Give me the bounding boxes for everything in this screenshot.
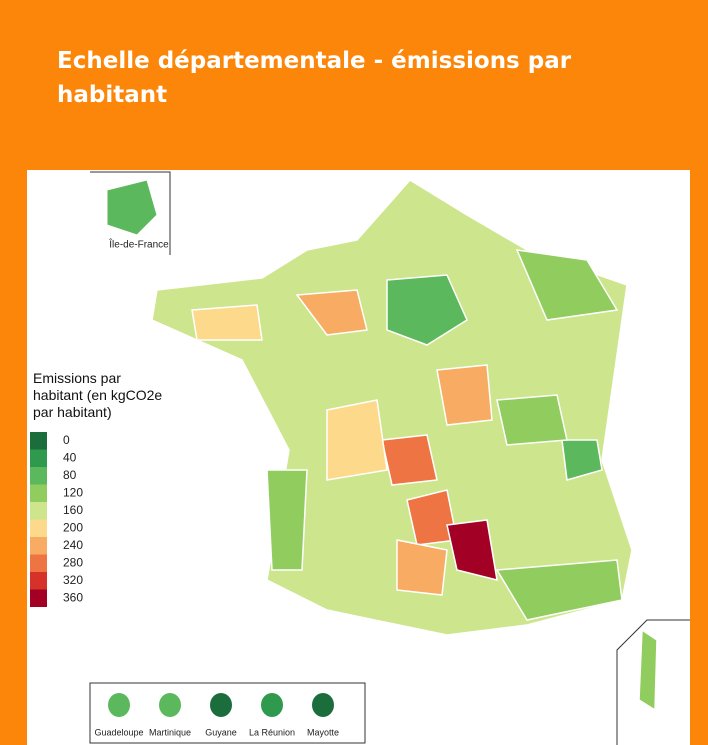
legend-swatch (30, 467, 47, 485)
inset-label: Île-de-France (108, 238, 169, 251)
overseas-frame (89, 682, 366, 744)
legend-swatch (30, 432, 47, 450)
legend-label: 240 (63, 538, 83, 552)
overseas: Guadeloupe Martinique Guyane La Réunion Mayo… (94, 693, 339, 737)
territory-shape (312, 693, 334, 717)
territory-label: Guadeloupe (94, 727, 143, 737)
legend-label: 320 (63, 573, 83, 587)
legend-label: 280 (63, 556, 83, 570)
legend-swatch (30, 589, 47, 607)
legend-swatch (30, 537, 47, 555)
territory-shape (261, 693, 283, 717)
legend-label: 0 (63, 433, 70, 447)
france (151, 179, 658, 712)
title: Echelle départementale - émissions par h… (57, 48, 572, 108)
corsica-frame (616, 619, 690, 745)
ile-de-france-inset: Île-de-France (90, 171, 171, 255)
territory-label: Martinique (149, 727, 191, 737)
legend-swatch (30, 502, 47, 520)
territory-shape (159, 693, 181, 717)
legend-label: 200 (63, 521, 83, 535)
legend-label: 160 (63, 503, 83, 517)
legend-swatch (30, 519, 47, 537)
map-panel: Île-de-France Guadeloupe Martinique Guyane… (27, 170, 690, 745)
legend-swatch (30, 449, 47, 467)
legend-label: 360 (63, 591, 83, 605)
legend-swatch (30, 484, 47, 502)
legend-swatch (30, 554, 47, 572)
legend-label: 80 (63, 468, 77, 482)
legend-label: 120 (63, 486, 83, 500)
map: Île-de-France Guadeloupe Martinique Guyane… (30, 171, 690, 745)
territory-shape (108, 693, 130, 717)
legend-label: 40 (63, 451, 77, 465)
legend-title: Emissions par habitant (en kgCO2e par ha… (33, 370, 163, 420)
territory-label: Guyane (205, 727, 237, 737)
legend: 0 40 80 120 160 200 240 280 320 360 (30, 432, 83, 607)
territory-label: Mayotte (307, 727, 339, 737)
legend-swatch (30, 572, 47, 590)
territory-shape (210, 693, 232, 717)
territory-label: La Réunion (249, 727, 295, 737)
